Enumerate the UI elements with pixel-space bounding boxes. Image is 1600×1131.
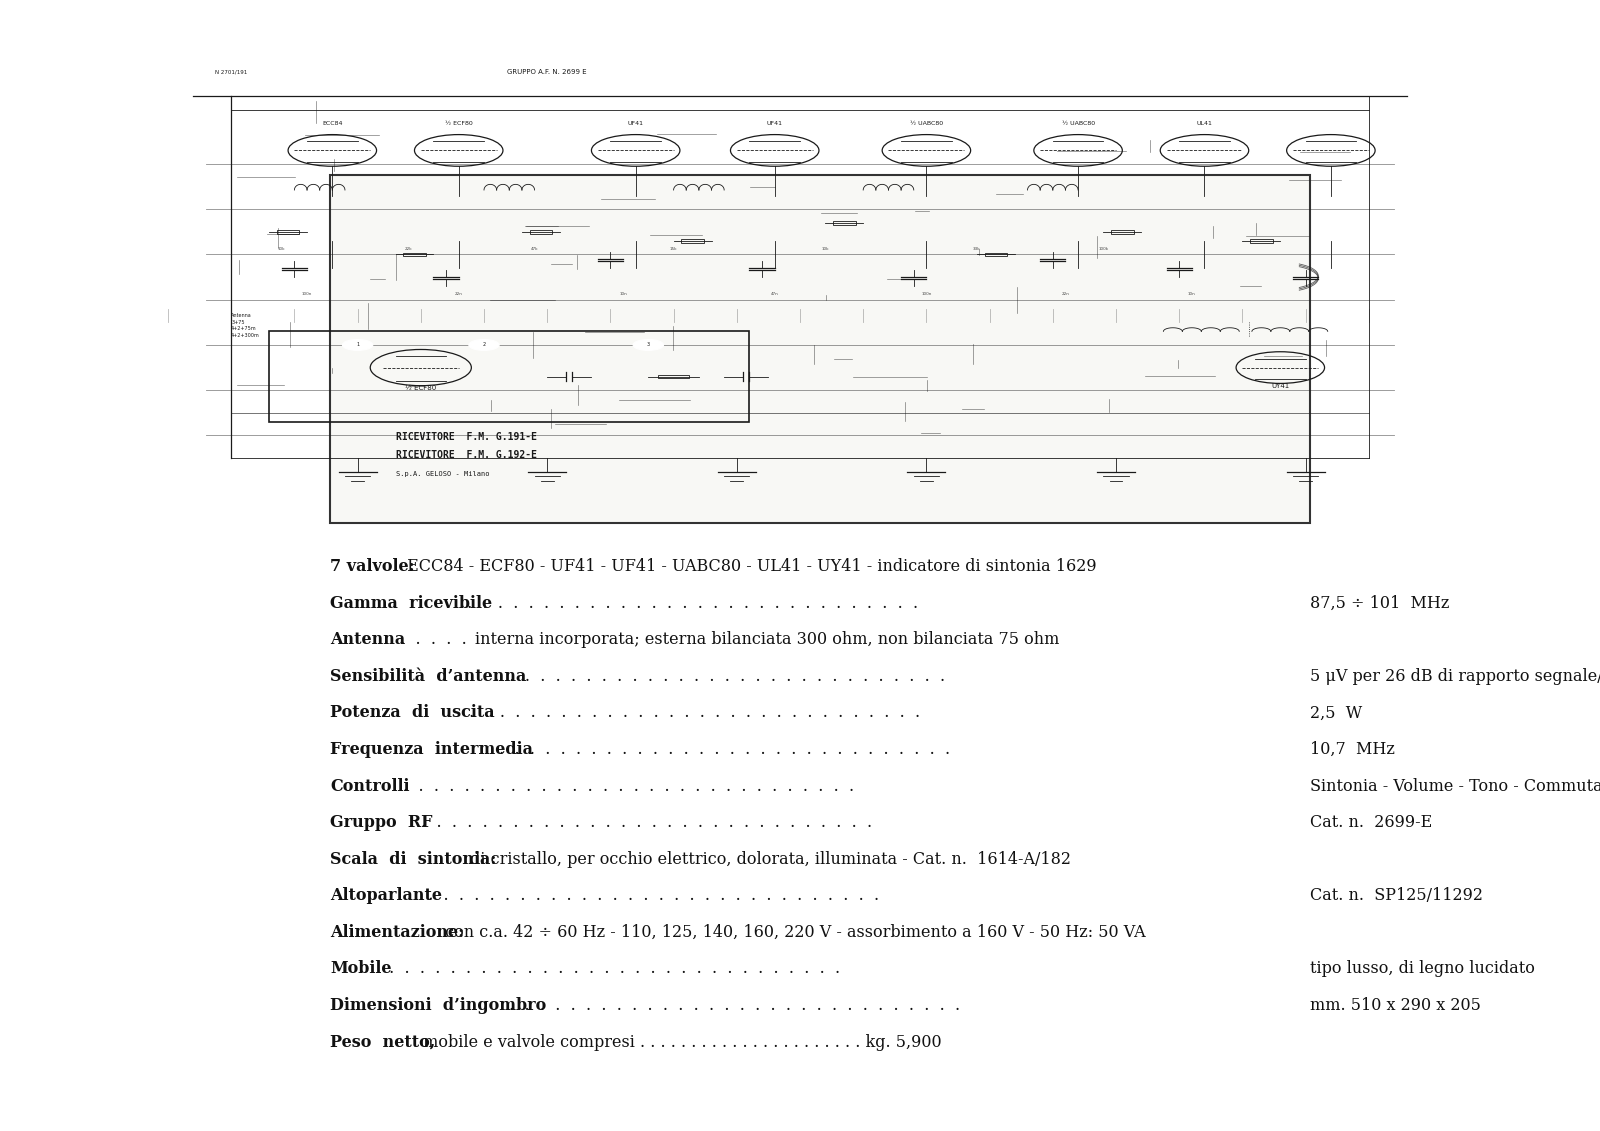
Text: Altoparlante: Altoparlante xyxy=(330,888,442,905)
Text: Frequenza  intermedia: Frequenza intermedia xyxy=(330,741,533,758)
Bar xyxy=(1110,230,1134,234)
Text: Sintonia - Volume - Tono - Commutatore tono: Sintonia - Volume - Tono - Commutatore t… xyxy=(1310,777,1600,795)
Bar xyxy=(984,252,1008,257)
Text: .  .  .  .  .  .  .  .  .  .  .  .  .  .  .  .  .  .  .  .  .  .  .  .  .  .  . : . . . . . . . . . . . . . . . . . . . . … xyxy=(398,777,859,795)
Circle shape xyxy=(342,339,373,351)
Text: .  .  .  .  .  .  .  .  .  .  .  .  .  .  .  .  .  .  .  .  .  .  .  .  .  .  . : . . . . . . . . . . . . . . . . . . . . … xyxy=(494,741,955,758)
Text: 15k: 15k xyxy=(670,247,677,251)
Bar xyxy=(682,239,704,243)
Text: Dimensioni  d’ingombro: Dimensioni d’ingombro xyxy=(330,998,547,1015)
Text: ½ ECF80: ½ ECF80 xyxy=(405,386,437,391)
Text: 10n: 10n xyxy=(619,292,627,296)
Bar xyxy=(330,175,1310,524)
Text: Antenna
3+75
4+2+75m
4+2+300m: Antenna 3+75 4+2+75m 4+2+300m xyxy=(230,313,259,338)
Circle shape xyxy=(469,339,499,351)
Text: .  .  .  .  .  .  .  .  .  .  .  .  .  .  .  .  .  .  .  .  .  .  .  .  .  .  . : . . . . . . . . . . . . . . . . . . . . … xyxy=(462,595,923,612)
Text: 10k: 10k xyxy=(278,247,285,251)
Text: 7 valvole:: 7 valvole: xyxy=(330,558,414,575)
Text: 100k: 100k xyxy=(1098,247,1109,251)
Text: Scala  di  sintonia:: Scala di sintonia: xyxy=(330,851,496,867)
Text: 22n: 22n xyxy=(1061,292,1069,296)
Circle shape xyxy=(634,339,664,351)
Text: di cristallo, per occhio elettrico, dolorata, illuminata - Cat. n.  1614-A/182: di cristallo, per occhio elettrico, dolo… xyxy=(466,851,1072,867)
Text: Alimentazione:: Alimentazione: xyxy=(330,924,464,941)
Text: 22k: 22k xyxy=(405,247,411,251)
Text: .  .  .  .  .  .  .  .  .  .  .  .  .  .  .  .  .  .  .  .  .  .  .  .  .  .  . : . . . . . . . . . . . . . . . . . . . . … xyxy=(384,960,845,977)
Text: 47k: 47k xyxy=(531,247,538,251)
Bar xyxy=(277,230,299,234)
Text: .  .  .  .  .  .  .  .  .  .  .  .  .  .  .  .  .  .  .  .  .  .  .  .  .  .  . : . . . . . . . . . . . . . . . . . . . . … xyxy=(504,998,965,1015)
Text: RICEVITORE  F.M. G.191-E: RICEVITORE F.M. G.191-E xyxy=(395,432,536,442)
Text: mobile e valvole compresi . . . . . . . . . . . . . . . . . . . . . . kg. 5,900: mobile e valvole compresi . . . . . . . … xyxy=(418,1034,941,1051)
Text: ½ UABC80: ½ UABC80 xyxy=(910,121,942,126)
Text: UY41: UY41 xyxy=(1270,383,1290,389)
Text: mm. 510 x 290 x 205: mm. 510 x 290 x 205 xyxy=(1310,998,1480,1015)
Text: S.p.A. GELOSO - Milano: S.p.A. GELOSO - Milano xyxy=(395,472,490,477)
Text: .  .  .  .  .: . . . . . xyxy=(395,631,472,648)
Text: 100n: 100n xyxy=(922,292,931,296)
Text: 22n: 22n xyxy=(454,292,462,296)
Text: Gruppo  RF: Gruppo RF xyxy=(330,814,432,831)
Text: Antenna: Antenna xyxy=(330,631,405,648)
Text: 1: 1 xyxy=(357,343,358,347)
Text: 100n: 100n xyxy=(302,292,312,296)
Text: 2,5  W: 2,5 W xyxy=(1310,705,1362,722)
Text: UF41: UF41 xyxy=(766,121,782,126)
Text: Potenza  di  uscita: Potenza di uscita xyxy=(330,705,494,722)
Text: UL41: UL41 xyxy=(1197,121,1213,126)
Bar xyxy=(659,374,688,379)
Text: 10,7  MHz: 10,7 MHz xyxy=(1310,741,1395,758)
Text: 10n: 10n xyxy=(1187,292,1195,296)
Text: Cat. n.  SP125/11292: Cat. n. SP125/11292 xyxy=(1310,888,1483,905)
Bar xyxy=(403,252,426,257)
Text: ECC84 - ECF80 - UF41 - UF41 - UABC80 - UL41 - UY41 - indicatore di sintonia 1629: ECC84 - ECF80 - UF41 - UF41 - UABC80 - U… xyxy=(402,558,1096,575)
Bar xyxy=(834,221,856,225)
Bar xyxy=(530,230,552,234)
Text: ECC84: ECC84 xyxy=(322,121,342,126)
Text: .  .  .  .  .  .  .  .  .  .  .  .  .  .  .  .  .  .  .  .  .  .  .  .  .  .  . : . . . . . . . . . . . . . . . . . . . . … xyxy=(422,888,885,905)
Text: Cat. n.  2699-E: Cat. n. 2699-E xyxy=(1310,814,1432,831)
Text: 5 μV per 26 dB di rapporto segnale/disturbo: 5 μV per 26 dB di rapporto segnale/distu… xyxy=(1310,667,1600,685)
Text: 3: 3 xyxy=(646,343,650,347)
Text: Mobile: Mobile xyxy=(330,960,392,977)
Text: .  .  .  .  .  .  .  .  .  .  .  .  .  .  .  .  .  .  .  .  .  .  .  .  .  .  . : . . . . . . . . . . . . . . . . . . . . … xyxy=(464,705,925,722)
Text: ½ UABC80: ½ UABC80 xyxy=(1061,121,1094,126)
Text: 87,5 ÷ 101  MHz: 87,5 ÷ 101 MHz xyxy=(1310,595,1450,612)
Bar xyxy=(269,331,749,422)
Bar xyxy=(1250,239,1272,243)
Text: .  .  .  .  .  .  .  .  .  .  .  .  .  .  .  .  .  .  .  .  .  .  .  .  .  .  . : . . . . . . . . . . . . . . . . . . . . … xyxy=(416,814,877,831)
Text: Controlli: Controlli xyxy=(330,777,410,795)
Text: GRUPPO A.F. N. 2699 E: GRUPPO A.F. N. 2699 E xyxy=(507,69,587,75)
Text: RICEVITORE  F.M. G.192-E: RICEVITORE F.M. G.192-E xyxy=(395,450,536,460)
Text: Peso  netto,: Peso netto, xyxy=(330,1034,435,1051)
Text: tipo lusso, di legno lucidato: tipo lusso, di legno lucidato xyxy=(1310,960,1534,977)
Text: ½ ECF80: ½ ECF80 xyxy=(445,121,472,126)
Text: 47n: 47n xyxy=(771,292,779,296)
Text: UF41: UF41 xyxy=(627,121,643,126)
Text: 33k: 33k xyxy=(973,247,981,251)
Text: 10k: 10k xyxy=(821,247,829,251)
Text: Gamma  ricevibile: Gamma ricevibile xyxy=(330,595,493,612)
Text: N 2701/191: N 2701/191 xyxy=(214,69,248,75)
Text: con c.a. 42 ÷ 60 Hz - 110, 125, 140, 160, 220 V - assorbimento a 160 V - 50 Hz: : con c.a. 42 ÷ 60 Hz - 110, 125, 140, 160… xyxy=(440,924,1146,941)
Text: interna incorporata; esterna bilanciata 300 ohm, non bilanciata 75 ohm: interna incorporata; esterna bilanciata … xyxy=(475,631,1059,648)
Text: Sensibilità  d’antenna: Sensibilità d’antenna xyxy=(330,667,526,685)
Text: .  .  .  .  .  .  .  .  .  .  .  .  .  .  .  .  .  .  .  .  .  .  .  .  .  .  . : . . . . . . . . . . . . . . . . . . . . … xyxy=(488,667,950,685)
Text: 2: 2 xyxy=(483,343,485,347)
